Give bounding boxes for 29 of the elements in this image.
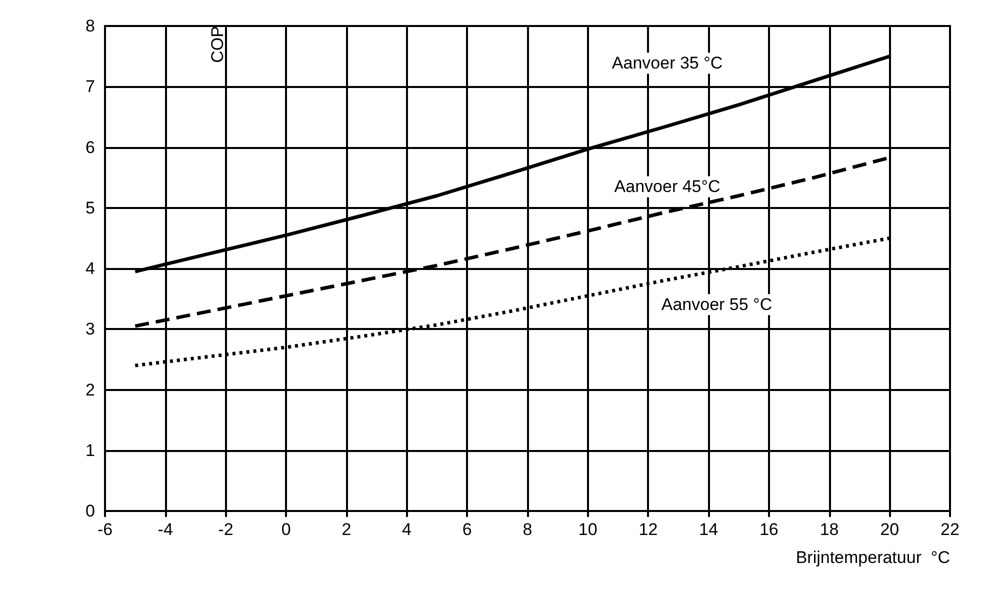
y-tick-label: 6 (86, 138, 95, 157)
y-tick-label: 7 (86, 77, 95, 96)
x-tick-label: -4 (158, 520, 173, 539)
x-tick-label: 12 (638, 520, 658, 539)
x-tick-label: 0 (281, 520, 291, 539)
y-axis-title: COP (208, 26, 228, 63)
y-tick-label: 4 (86, 259, 95, 278)
x-tick-label: 6 (462, 520, 472, 539)
y-tick-label: 1 (86, 440, 95, 460)
x-axis-title: Brijntemperatuur °C (796, 548, 950, 567)
y-tick-label: 3 (86, 320, 95, 339)
x-tick-label: -6 (97, 520, 113, 539)
x-tick-label: 4 (402, 520, 412, 539)
x-tick-label: -2 (218, 520, 234, 539)
y-tick-label: 0 (86, 502, 95, 520)
x-tick-label: 10 (578, 520, 598, 539)
x-tick-label: 16 (759, 520, 778, 539)
x-tick-label: 14 (699, 520, 718, 539)
x-tick-label: 8 (522, 520, 532, 539)
y-tick-label: 8 (86, 16, 95, 36)
y-tick-label: 2 (86, 380, 95, 400)
x-tick-label: 22 (940, 520, 960, 539)
y-tick-label: 5 (86, 198, 95, 218)
text: Aanvoer 35 °C (612, 54, 723, 73)
x-tick-label: 18 (820, 520, 839, 539)
series-label: Aanvoer 55 °C (661, 295, 772, 314)
x-tick-label: 20 (880, 520, 900, 539)
series-label: Aanvoer 45°C (614, 177, 720, 196)
x-tick-label: 2 (342, 520, 352, 539)
